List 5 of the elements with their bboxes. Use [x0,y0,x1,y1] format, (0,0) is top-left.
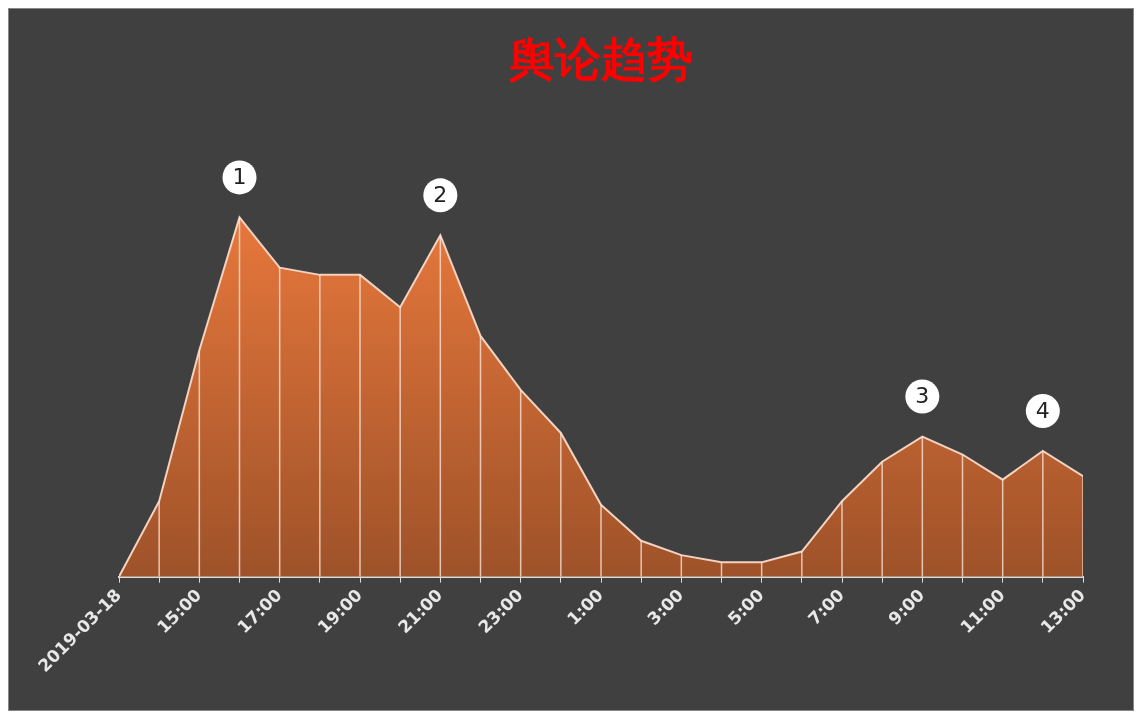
annotation: 2 [433,182,448,208]
annotation: 1 [232,164,247,190]
annotation: 3 [915,383,930,409]
annotation: 4 [1035,397,1050,423]
chart-title: 舆论趋势 [508,31,693,86]
